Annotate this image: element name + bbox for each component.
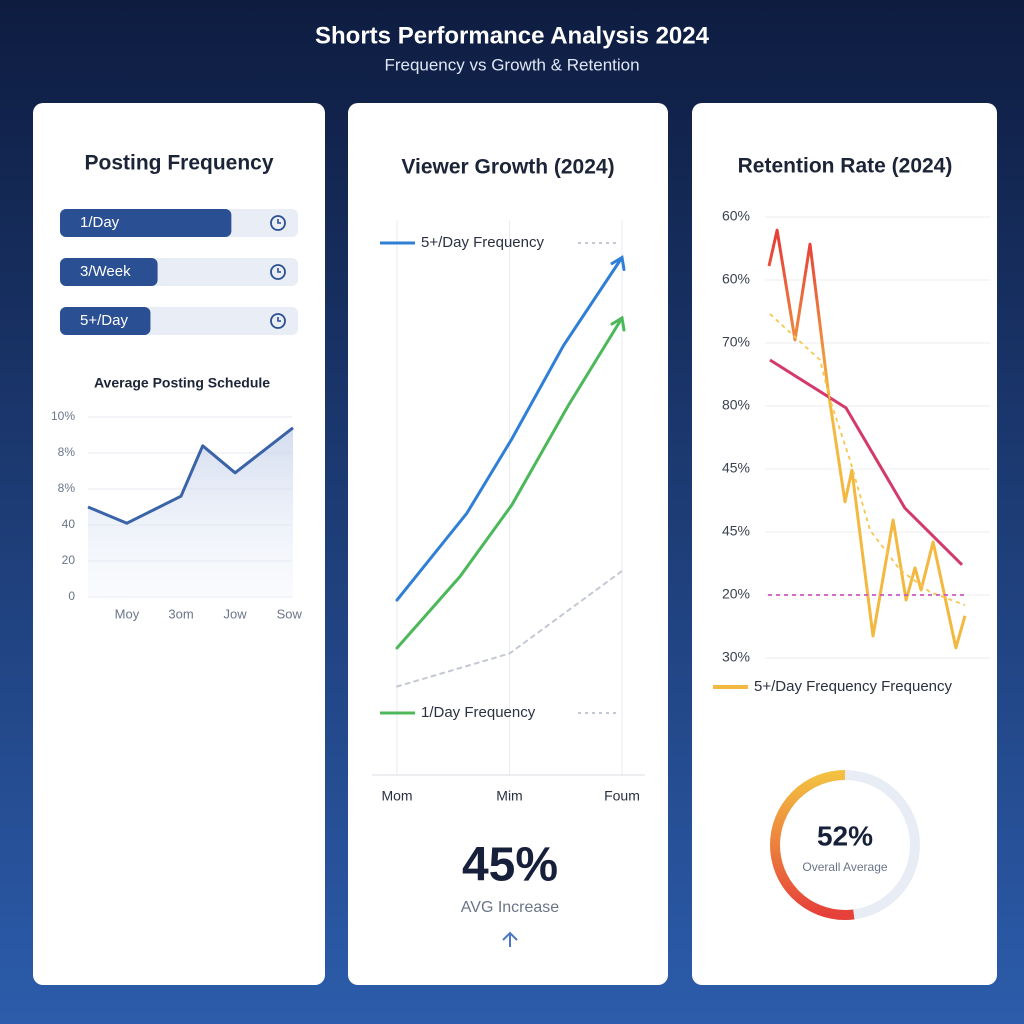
line [87,426,294,525]
stat-value: 45% [462,839,558,892]
y-tick-label: 8% [58,481,76,495]
x-tick-label: 3om [168,606,193,621]
panel-title: Retention Rate (2024) [738,155,953,178]
line [769,313,966,606]
y-tick-label: 40 [62,517,76,531]
y-tick-label: 60% [722,271,750,287]
area [88,427,293,597]
arrow-head [610,255,626,271]
y-tick-label: 20 [62,553,76,567]
y-tick-label: 80% [722,397,750,413]
clock-icon [277,219,281,224]
page-title: Shorts Performance Analysis 2024 [315,22,710,49]
clock-icon [270,313,286,329]
y-tick-label: 10% [51,409,75,423]
line [395,256,624,602]
legend-label: 1/Day Frequency [421,704,536,721]
clock-icon [270,215,286,231]
legend-label: 5+/Day Frequency [421,234,544,251]
legend-label: 5+/Day Frequency Frequency [754,678,953,695]
panel [348,103,668,985]
y-tick-label: 45% [722,460,750,476]
donut-value: 52% [817,820,873,851]
x-tick-label: Sow [277,606,303,621]
y-tick-label: 20% [722,586,750,602]
y-tick-label: 0 [68,589,75,603]
y-tick-label: 70% [722,334,750,350]
arrow-icon [502,931,518,947]
y-tick-label: 30% [722,649,750,665]
bar [60,307,151,335]
line [396,570,623,688]
x-tick-label: Mom [381,788,412,804]
arrow-head [610,315,626,332]
chart-title: Average Posting Schedule [94,375,270,391]
line [395,316,624,650]
panel [692,103,997,985]
bar-label: 5+/Day [80,312,128,329]
donut-label: Overall Average [802,860,887,874]
page-subtitle: Frequency vs Growth & Retention [384,55,639,74]
line [769,358,964,566]
y-tick-label: 60% [722,208,750,224]
clock-icon [277,268,281,273]
bar-label: 3/Week [80,263,131,280]
x-tick-label: Foum [604,788,640,804]
panel-title: Viewer Growth (2024) [401,156,614,179]
donut-arc [770,770,920,920]
y-tick-label: 8% [58,445,76,459]
bar-label: 1/Day [80,214,120,231]
bar [60,209,232,237]
bar [60,258,158,286]
line [767,228,967,650]
x-tick-label: Mim [496,788,522,804]
x-tick-label: Jow [224,606,248,621]
panel-title: Posting Frequency [84,152,273,175]
stat-label: AVG Increase [461,899,560,916]
clock-icon [270,264,286,280]
x-tick-label: Moy [115,606,140,621]
y-tick-label: 45% [722,523,750,539]
clock-icon [277,317,281,322]
